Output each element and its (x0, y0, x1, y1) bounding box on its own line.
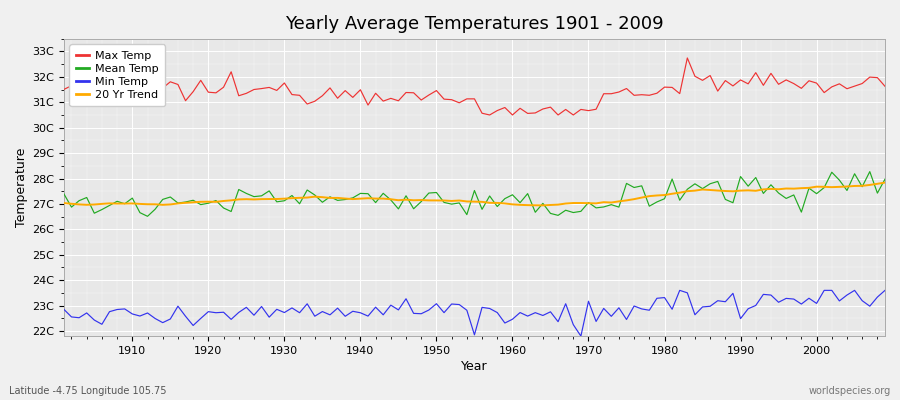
X-axis label: Year: Year (461, 360, 488, 373)
Text: worldspecies.org: worldspecies.org (809, 386, 891, 396)
Text: Latitude -4.75 Longitude 105.75: Latitude -4.75 Longitude 105.75 (9, 386, 166, 396)
Title: Yearly Average Temperatures 1901 - 2009: Yearly Average Temperatures 1901 - 2009 (285, 15, 664, 33)
Legend: Max Temp, Mean Temp, Min Temp, 20 Yr Trend: Max Temp, Mean Temp, Min Temp, 20 Yr Tre… (69, 44, 166, 106)
Y-axis label: Temperature: Temperature (15, 148, 28, 227)
